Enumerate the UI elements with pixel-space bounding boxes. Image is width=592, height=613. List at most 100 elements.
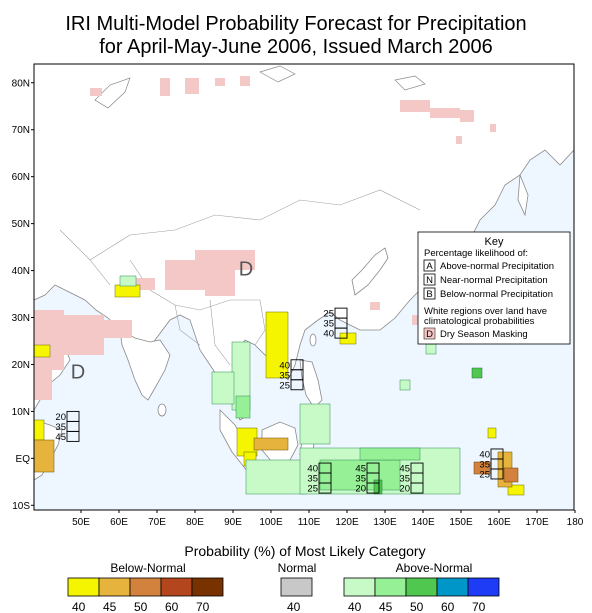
key-note-line-2: climatological probabilities	[424, 316, 535, 327]
dry-season-mask-regions	[34, 76, 496, 400]
dry-season-label: D	[239, 258, 253, 280]
probability-value: 35	[279, 370, 290, 381]
lon-label: 70E	[148, 517, 166, 528]
lon-label: 150E	[449, 517, 473, 528]
lat-label: 70N	[12, 125, 30, 136]
lon-label: 90E	[224, 517, 242, 528]
probability-value: 25	[307, 484, 318, 495]
above-normal-50-regions	[373, 367, 483, 495]
probability-value: 25	[279, 380, 290, 391]
arctic-islands	[94, 65, 426, 109]
dry-season-label: D	[71, 362, 85, 384]
legend-swatch-label: 45	[379, 600, 393, 613]
key-entry-above: Above-normal Precipitation	[440, 261, 554, 272]
probability-value: 20	[355, 484, 366, 495]
key-heading: Key	[485, 236, 504, 248]
legend-swatch	[343, 577, 376, 597]
probability-box	[318, 482, 332, 494]
key-frame	[417, 231, 571, 345]
lon-label: 80E	[186, 517, 204, 528]
legend-group-normal: Normal	[278, 561, 317, 575]
lon-label: 110E	[298, 517, 321, 528]
key-dry-text: Dry Season Masking	[440, 329, 528, 340]
legend-swatch	[67, 577, 100, 597]
lat-label: 80N	[12, 78, 30, 89]
legend-swatch	[191, 577, 224, 597]
lon-label: 170E	[525, 517, 549, 528]
key-letter-b: B	[426, 289, 432, 300]
lon-label: 50E	[72, 517, 90, 528]
below-normal-50-regions	[473, 461, 519, 483]
key-subheading: Percentage likelihood of:	[424, 248, 528, 259]
key-note-line-1: White regions over land have	[424, 306, 547, 317]
probability-value: 45	[355, 464, 366, 475]
novaya-zemlya	[94, 77, 131, 109]
above-normal-45-regions	[235, 395, 421, 491]
legend-swatch-label: 70	[196, 600, 210, 613]
probability-value: 25	[323, 309, 334, 320]
below-normal-40-regions	[34, 284, 525, 496]
legend-swatch	[374, 577, 407, 597]
probability-box	[66, 430, 80, 442]
lon-label: 100E	[259, 517, 283, 528]
severnaya-zemlya	[259, 65, 296, 83]
legend-swatch-label: 50	[410, 600, 424, 613]
probability-value: 40	[479, 449, 490, 460]
japan	[351, 247, 389, 296]
probability-value: 25	[479, 469, 490, 480]
legend-swatch-label: 40	[348, 600, 362, 613]
legend-swatch	[405, 577, 438, 597]
probability-value: 45	[399, 464, 410, 475]
probability-value: 35	[55, 422, 66, 433]
new-siberian-islands	[394, 75, 426, 91]
probability-box	[490, 468, 504, 480]
lat-label: 10S	[12, 501, 30, 512]
probability-value: 35	[307, 474, 318, 485]
legend-swatch	[436, 577, 469, 597]
legend-swatch-label: 45	[103, 600, 117, 613]
probability-value: 35	[355, 474, 366, 485]
lat-label: 20N	[12, 360, 30, 371]
key-entry-below: Below-normal Precipitation	[440, 289, 553, 300]
lon-label: 130E	[373, 517, 397, 528]
taiwan	[309, 333, 317, 347]
probability-box	[366, 482, 380, 494]
legend-swatch	[98, 577, 131, 597]
probability-value: 40	[323, 329, 334, 340]
probability-value: 20	[399, 484, 410, 495]
probability-value: 35	[323, 319, 334, 330]
kamchatka	[517, 174, 529, 217]
india-landmass	[119, 329, 171, 401]
color-legend: Probability (%) of Most Likely Category …	[67, 543, 500, 613]
lat-label: 10N	[12, 407, 30, 418]
legend-swatch	[280, 577, 313, 597]
legend-swatch	[467, 577, 500, 597]
map-key: Key Percentage likelihood of: A Above-no…	[417, 231, 571, 345]
key-letter-n: N	[426, 275, 433, 286]
lon-label: 180	[567, 517, 584, 528]
legend-swatch-label: 70	[472, 600, 486, 613]
lat-label: EQ	[16, 454, 31, 465]
longitude-labels: 50E 60E 70E 80E 90E 100E 110E 120E 130E 140E 150E 1…	[72, 510, 584, 528]
legend-title: Probability (%) of Most Likely Category	[184, 543, 425, 559]
legend-swatch-label: 50	[134, 600, 148, 613]
legend-swatch-label: 40	[287, 600, 301, 613]
lat-label: 50N	[12, 219, 30, 230]
probability-box-stacks: 2535404035252035454035254535204535204035…	[55, 307, 504, 495]
latitude-labels: 80N 70N 60N 50N 40N 30N 20N 10N EQ 10S	[12, 78, 34, 512]
probability-value: 20	[55, 412, 66, 423]
lat-label: 60N	[12, 172, 30, 183]
probability-box	[334, 327, 348, 339]
lon-label: 160E	[487, 517, 511, 528]
lat-label: 40N	[12, 266, 30, 277]
key-entry-normal: Near-normal Precipitation	[440, 275, 548, 286]
probability-value: 35	[399, 474, 410, 485]
legend-swatch-label: 60	[165, 600, 179, 613]
